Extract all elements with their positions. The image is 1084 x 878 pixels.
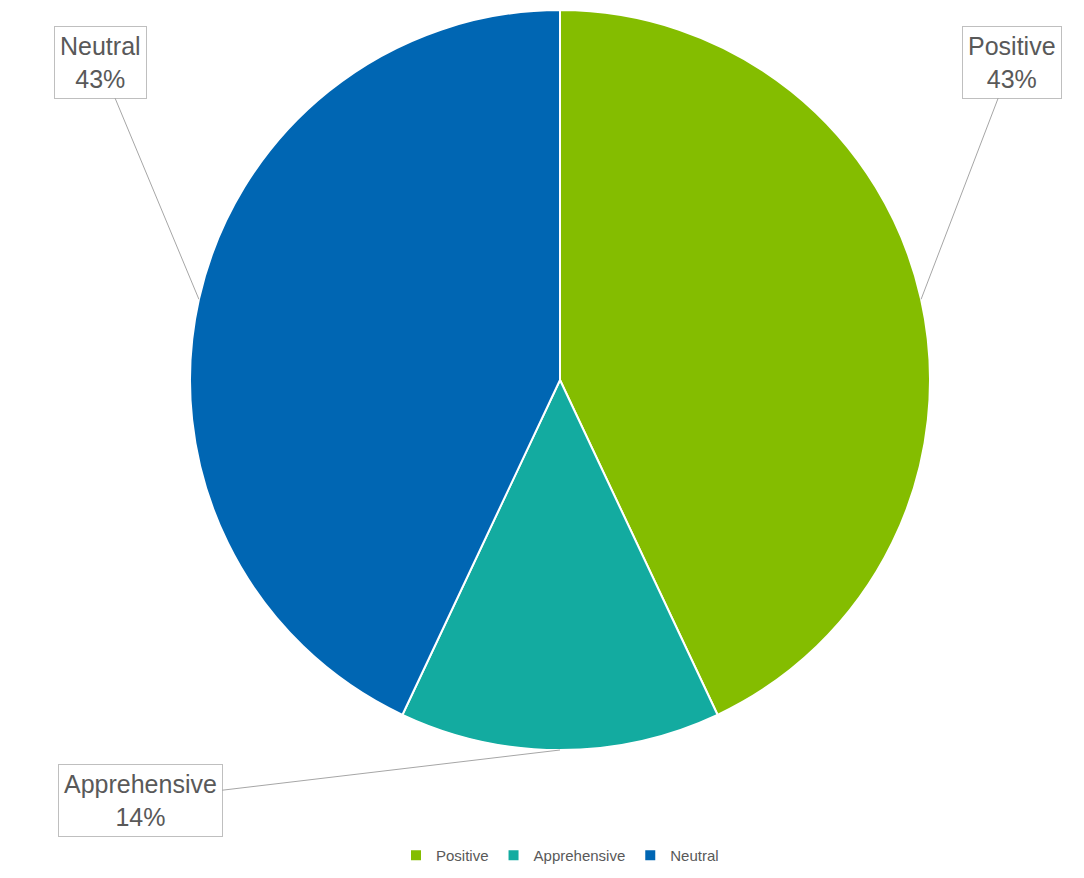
- svg-text:Positive: Positive: [436, 847, 489, 864]
- svg-text:Positive43%: Positive43%: [968, 32, 1056, 93]
- svg-text:Apprehensive: Apprehensive: [534, 847, 626, 864]
- svg-text:Neutral: Neutral: [670, 847, 718, 864]
- svg-text:Apprehensive14%: Apprehensive14%: [64, 770, 217, 831]
- svg-text:Neutral43%: Neutral43%: [60, 32, 141, 93]
